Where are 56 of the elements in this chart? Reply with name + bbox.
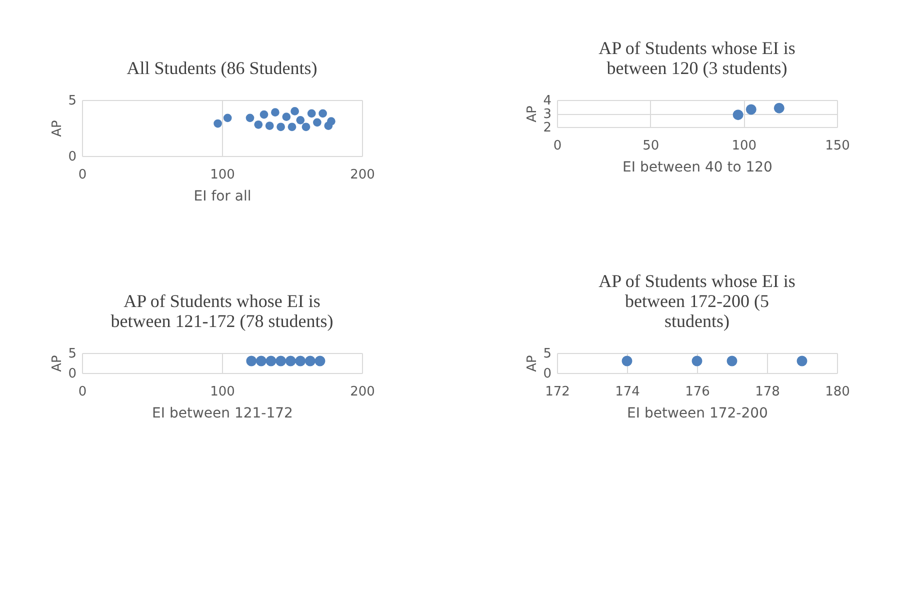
point [246,114,254,122]
y-tick-label: 4 [543,94,552,108]
x-axis-title: EI between 40 to 120 [622,160,772,176]
x-tick-label: 100 [210,384,235,400]
point [282,112,291,121]
x-tick-label: 0 [78,384,87,400]
point [265,122,274,130]
chart-title: All Students (86 Students) [126,58,318,78]
point [271,108,280,116]
y-tick-label: 5 [543,346,552,362]
point [223,114,232,122]
x-tick-label: 172 [545,384,570,400]
x-tick-label: 174 [615,384,640,400]
point [732,110,744,120]
point [774,102,784,114]
x-tick-label: 0 [78,168,87,182]
x-tick-label: 100 [210,168,235,182]
point [254,120,263,129]
chart-title: AP of Students whose EI is between 172-200 (5 students) [598,271,796,331]
chart-title: AP of Students whose EI is between 120 (3 students) [598,38,796,78]
point [296,116,305,124]
point [318,109,327,118]
y-tick-label: 0 [543,366,552,382]
y-tick-label: 3 [543,107,552,122]
y-axis-title: AP [50,354,66,372]
x-tick-label: 178 [755,384,780,400]
point [288,122,296,132]
y-axis-title: AP [525,105,540,122]
y-tick-label: 0 [68,150,76,164]
x-tick-label: 176 [685,384,710,400]
x-tick-label: 200 [350,168,375,182]
y-tick-label: 2 [543,120,552,136]
x-tick-label: 150 [825,138,850,154]
x-tick-label: 50 [642,138,660,154]
point [214,119,222,128]
x-axis-title: EI for all [194,188,252,204]
point [307,109,316,118]
point [746,104,756,115]
y-axis-title: AP [525,354,540,372]
x-tick-label: 100 [732,138,757,154]
y-tick-label: 0 [68,366,76,382]
point [260,110,268,119]
point [290,107,299,116]
y-axis-title: AP [50,120,66,137]
point [313,118,322,127]
point [302,122,310,132]
point [276,122,285,132]
y-tick-label: 5 [68,346,76,362]
x-tick-label: 0 [553,138,562,154]
x-tick-label: 200 [350,384,375,400]
y-tick-label: 5 [68,94,76,108]
x-tick-label: 180 [825,384,850,400]
chart-title: AP of Students whose EI is between 121-172 (78 students) [110,291,334,331]
point [327,117,336,126]
x-axis-title: EI between 172-200 [627,406,768,422]
x-axis-title: EI between 121-172 [152,406,293,422]
